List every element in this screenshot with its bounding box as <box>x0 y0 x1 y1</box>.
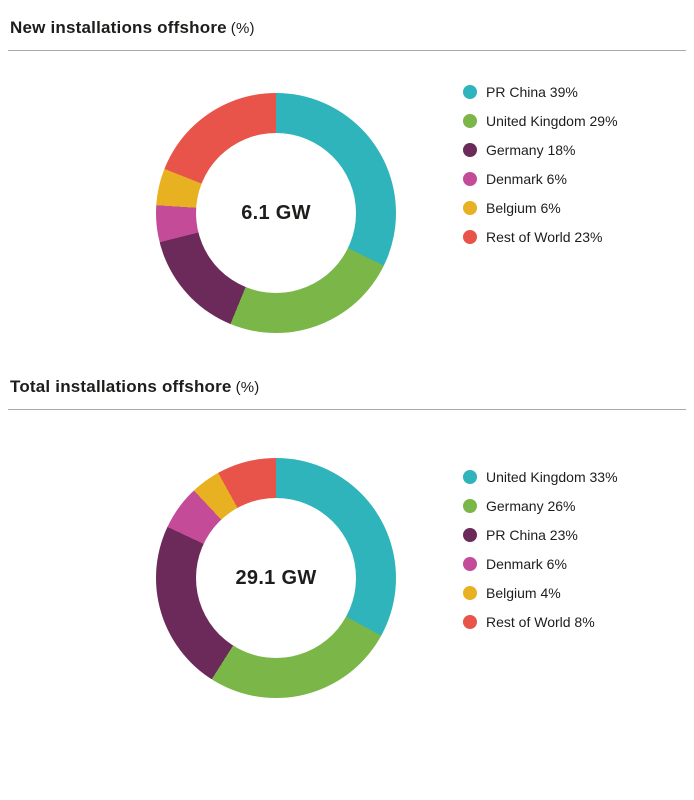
legend-swatch-icon <box>463 527 477 542</box>
legend-label: United Kingdom 29% <box>486 112 618 129</box>
chart-section-total-installations: Total installations offshore (%) 29.1 GW … <box>8 369 686 698</box>
legend-label: Belgium 4% <box>486 584 561 601</box>
chart-title-text: New installations offshore <box>10 18 227 37</box>
legend-swatch-icon <box>463 498 477 513</box>
legend-swatch-icon <box>463 84 477 99</box>
chart-title-unit: (%) <box>235 379 260 396</box>
legend-swatch-icon <box>463 614 477 629</box>
legend-swatch-icon <box>463 142 477 157</box>
chart-body: 6.1 GW PR China 39% United Kingdom 29% Ger… <box>8 51 686 333</box>
legend-item: United Kingdom 33% <box>463 462 618 491</box>
legend-item: United Kingdom 29% <box>463 106 618 135</box>
legend-swatch-icon <box>463 200 477 215</box>
legend-item: Belgium 6% <box>463 193 618 222</box>
legend-label: Germany 26% <box>486 497 576 514</box>
legend-label: Rest of World 8% <box>486 613 595 630</box>
legend-label: Denmark 6% <box>486 170 567 187</box>
donut-chart-new-installations: 6.1 GW <box>156 93 396 333</box>
legend-item: Denmark 6% <box>463 549 618 578</box>
chart-title-text: Total installations offshore <box>10 377 232 396</box>
donut-hole: 29.1 GW <box>196 498 356 658</box>
legend-item: PR China 39% <box>463 77 618 106</box>
chart-title-unit: (%) <box>230 20 255 37</box>
legend-label: Denmark 6% <box>486 555 567 572</box>
legend-swatch-icon <box>463 556 477 571</box>
donut-hole: 6.1 GW <box>196 133 356 293</box>
legend-label: Germany 18% <box>486 141 576 158</box>
chart-title: Total installations offshore (%) <box>10 377 684 397</box>
chart-section-new-installations: New installations offshore (%) 6.1 GW PR … <box>8 10 686 333</box>
legend-swatch-icon <box>463 469 477 484</box>
legend-item: Germany 18% <box>463 135 618 164</box>
report-page: New installations offshore (%) 6.1 GW PR … <box>8 10 686 698</box>
legend-item: Rest of World 8% <box>463 607 618 636</box>
legend-item: Belgium 4% <box>463 578 618 607</box>
legend-label: PR China 39% <box>486 83 578 100</box>
legend-label: Belgium 6% <box>486 199 561 216</box>
legend-swatch-icon <box>463 171 477 186</box>
legend-swatch-icon <box>463 585 477 600</box>
legend-label: United Kingdom 33% <box>486 468 618 485</box>
chart-body: 29.1 GW United Kingdom 33% Germany 26% PR … <box>8 410 686 698</box>
legend-item: Rest of World 23% <box>463 222 618 251</box>
legend-label: PR China 23% <box>486 526 578 543</box>
legend-swatch-icon <box>463 113 477 128</box>
legend-item: PR China 23% <box>463 520 618 549</box>
section-header: Total installations offshore (%) <box>8 369 686 410</box>
chart-legend: United Kingdom 33% Germany 26% PR China 23… <box>463 462 618 636</box>
section-header: New installations offshore (%) <box>8 10 686 51</box>
chart-legend: PR China 39% United Kingdom 29% Germany 18… <box>463 77 618 251</box>
donut-chart-total-installations: 29.1 GW <box>156 458 396 698</box>
legend-item: Germany 26% <box>463 491 618 520</box>
donut-center-label: 6.1 GW <box>241 201 311 224</box>
legend-swatch-icon <box>463 229 477 244</box>
legend-item: Denmark 6% <box>463 164 618 193</box>
donut-center-label: 29.1 GW <box>235 566 317 589</box>
chart-title: New installations offshore (%) <box>10 18 684 38</box>
legend-label: Rest of World 23% <box>486 228 603 245</box>
